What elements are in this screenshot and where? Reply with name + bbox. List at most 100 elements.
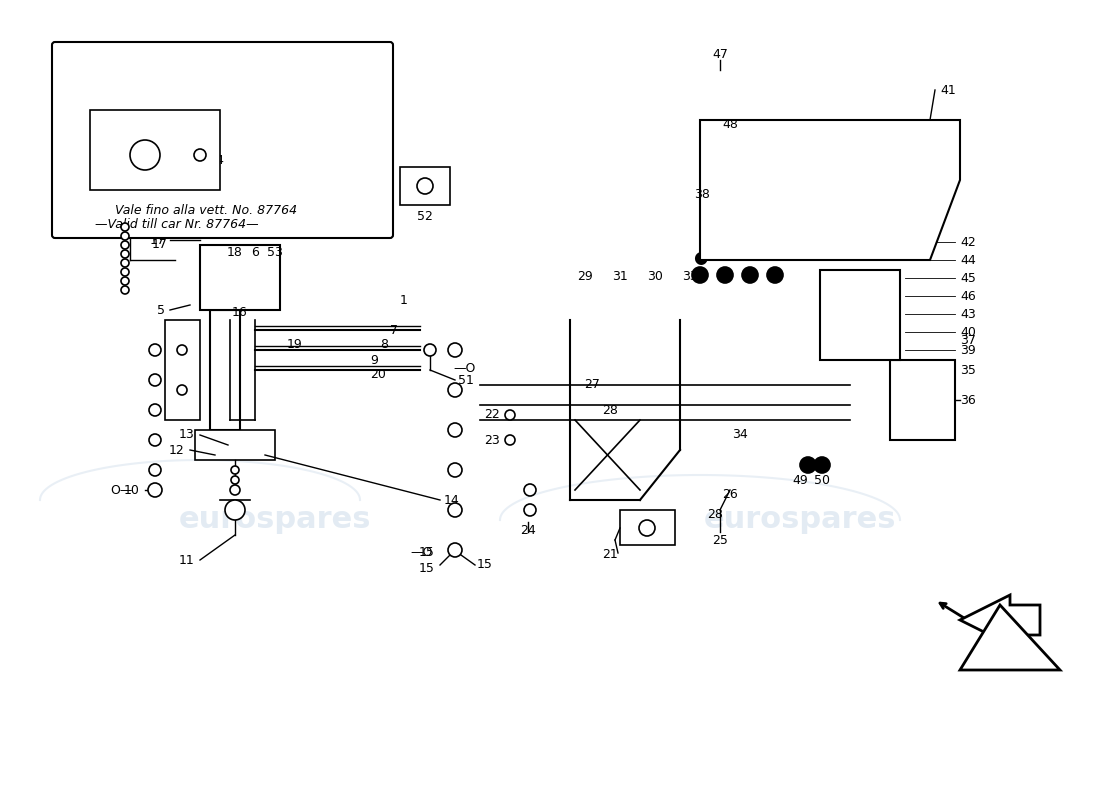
Text: 20: 20 — [370, 369, 386, 382]
Text: 49: 49 — [792, 474, 807, 486]
Polygon shape — [960, 595, 1040, 645]
Text: O—: O— — [111, 483, 133, 497]
Circle shape — [448, 543, 462, 557]
Text: eurospares: eurospares — [178, 506, 372, 534]
Circle shape — [800, 457, 816, 473]
Text: 24: 24 — [520, 523, 536, 537]
Circle shape — [448, 343, 462, 357]
Text: 22: 22 — [484, 409, 500, 422]
Circle shape — [448, 463, 462, 477]
Text: 47: 47 — [712, 49, 728, 62]
Text: 53: 53 — [267, 246, 283, 258]
Circle shape — [448, 383, 462, 397]
Text: 15: 15 — [419, 562, 435, 574]
Text: 38: 38 — [694, 189, 710, 202]
Bar — [165, 320, 200, 420]
Text: Vale fino alla vett. No. 87764: Vale fino alla vett. No. 87764 — [116, 203, 297, 217]
Text: 25: 25 — [712, 534, 728, 546]
Polygon shape — [700, 120, 960, 260]
Text: —O: —O — [453, 362, 475, 374]
Text: 34: 34 — [733, 429, 748, 442]
Text: 1: 1 — [400, 294, 408, 306]
Circle shape — [177, 385, 187, 395]
Circle shape — [424, 344, 436, 356]
Circle shape — [121, 250, 129, 258]
Text: 7: 7 — [390, 323, 398, 337]
Circle shape — [226, 500, 245, 520]
Text: 3: 3 — [166, 129, 174, 142]
Circle shape — [231, 466, 239, 474]
Text: 43: 43 — [960, 307, 976, 321]
Text: 36: 36 — [960, 394, 976, 406]
Text: 26: 26 — [722, 489, 738, 502]
Text: 40: 40 — [960, 326, 976, 338]
Circle shape — [121, 241, 129, 249]
Circle shape — [231, 476, 239, 484]
Circle shape — [194, 149, 206, 161]
Bar — [820, 270, 900, 360]
Polygon shape — [960, 605, 1060, 670]
Text: 4: 4 — [214, 154, 223, 166]
Text: 48: 48 — [722, 118, 738, 131]
FancyBboxPatch shape — [52, 42, 393, 238]
Bar — [90, 110, 220, 190]
Text: 5: 5 — [157, 303, 165, 317]
Bar — [195, 430, 275, 460]
Bar — [400, 167, 450, 205]
Text: 23: 23 — [484, 434, 500, 446]
Circle shape — [505, 435, 515, 445]
Circle shape — [639, 520, 654, 536]
Text: 52: 52 — [417, 210, 433, 223]
Text: 18: 18 — [227, 246, 243, 258]
Text: 35: 35 — [960, 363, 976, 377]
Text: 17: 17 — [150, 234, 166, 246]
Circle shape — [121, 223, 129, 231]
Circle shape — [121, 268, 129, 276]
Text: 50: 50 — [814, 474, 830, 486]
Text: 44: 44 — [960, 254, 976, 266]
Text: 15: 15 — [477, 558, 493, 571]
Text: 11: 11 — [178, 554, 194, 566]
Circle shape — [505, 410, 515, 420]
Circle shape — [814, 457, 830, 473]
Text: 15: 15 — [419, 546, 435, 558]
Circle shape — [448, 503, 462, 517]
Text: 41: 41 — [940, 83, 956, 97]
Text: ●: ● — [693, 249, 707, 267]
Circle shape — [148, 344, 161, 356]
Circle shape — [742, 267, 758, 283]
Text: 21: 21 — [603, 549, 618, 562]
Circle shape — [448, 423, 462, 437]
Circle shape — [148, 374, 161, 386]
Text: 6: 6 — [251, 246, 258, 258]
Text: 45: 45 — [960, 271, 976, 285]
Text: 32: 32 — [717, 270, 733, 283]
Text: 17: 17 — [117, 194, 133, 206]
Circle shape — [121, 277, 129, 285]
Circle shape — [148, 464, 161, 476]
Text: 9: 9 — [370, 354, 378, 366]
Circle shape — [692, 267, 708, 283]
Text: 8: 8 — [379, 338, 388, 351]
Circle shape — [148, 434, 161, 446]
Text: 42: 42 — [960, 235, 976, 249]
Text: 16: 16 — [232, 306, 248, 318]
Text: eurospares: eurospares — [178, 206, 372, 234]
Text: 46: 46 — [960, 290, 976, 302]
Text: —O: —O — [410, 546, 433, 558]
Text: 33: 33 — [682, 270, 697, 283]
Circle shape — [524, 504, 536, 516]
Text: 12: 12 — [168, 443, 184, 457]
Text: 28: 28 — [602, 403, 618, 417]
Bar — [890, 360, 955, 440]
Text: 2: 2 — [96, 114, 103, 126]
Text: 19: 19 — [287, 338, 303, 351]
Text: 27: 27 — [584, 378, 600, 391]
Circle shape — [767, 267, 783, 283]
Text: 31: 31 — [612, 270, 628, 283]
Circle shape — [121, 259, 129, 267]
Text: eurospares: eurospares — [704, 506, 896, 534]
Text: 51: 51 — [458, 374, 474, 386]
Text: 28: 28 — [707, 509, 723, 522]
Circle shape — [148, 404, 161, 416]
